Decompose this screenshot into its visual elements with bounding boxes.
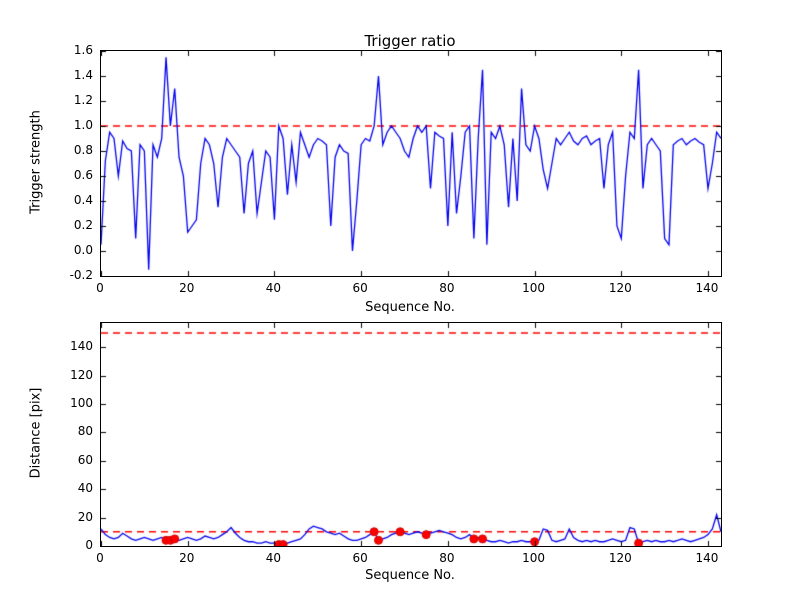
x-tick-label: 100 <box>522 281 546 295</box>
y-axis-label-bottom: Distance [pix] <box>28 387 44 479</box>
top-plot-area <box>100 50 722 277</box>
y-tick-label: 1.4 <box>73 68 93 82</box>
y-tick-label: 120 <box>70 367 93 382</box>
y-tick-label: 0 <box>85 538 93 552</box>
y-tick-label: 140 <box>70 339 93 354</box>
x-tick-label: 120 <box>608 551 632 565</box>
y-tick-label: 20 <box>77 509 93 524</box>
bottom-chart-canvas <box>101 323 721 546</box>
x-tick-label: 0 <box>96 281 104 295</box>
bottom-plot-area <box>100 322 722 547</box>
y-tick-label: 60 <box>77 452 93 467</box>
y-tick-label: 1.0 <box>73 118 93 132</box>
y-tick-label: 0.4 <box>73 193 93 207</box>
x-axis-label-top: Sequence No. <box>365 300 455 315</box>
x-axis-label-bottom: Sequence No. <box>365 568 455 583</box>
x-tick-label: 20 <box>179 281 195 295</box>
x-tick-label: 20 <box>179 551 195 565</box>
y-tick-label: 1.2 <box>73 93 93 107</box>
x-tick-label: 0 <box>96 551 104 565</box>
y-tick-label: 100 <box>70 395 93 410</box>
top-chart-canvas <box>101 51 721 276</box>
x-tick-label: 80 <box>439 551 455 565</box>
chart-title: Trigger ratio <box>364 32 456 50</box>
y-tick-label: -0.2 <box>69 268 93 282</box>
x-tick-label: 40 <box>265 281 282 295</box>
x-tick-label: 120 <box>608 281 632 295</box>
x-tick-label: 60 <box>352 551 368 565</box>
y-tick-label: 0.2 <box>73 218 93 232</box>
x-tick-label: 100 <box>522 551 546 565</box>
x-tick-label: 140 <box>695 281 719 295</box>
y-tick-label: 0.0 <box>73 243 93 257</box>
y-tick-label: 0.8 <box>73 143 93 157</box>
y-tick-label: 40 <box>77 481 93 496</box>
y-axis-label-top: Trigger strength <box>28 110 44 214</box>
x-tick-label: 60 <box>352 281 368 295</box>
y-tick-label: 80 <box>77 424 93 439</box>
x-tick-label: 40 <box>265 551 282 565</box>
y-tick-label: 0.6 <box>73 168 93 182</box>
y-tick-label: 1.6 <box>73 43 93 57</box>
x-tick-label: 140 <box>695 551 719 565</box>
x-tick-label: 80 <box>439 281 455 295</box>
